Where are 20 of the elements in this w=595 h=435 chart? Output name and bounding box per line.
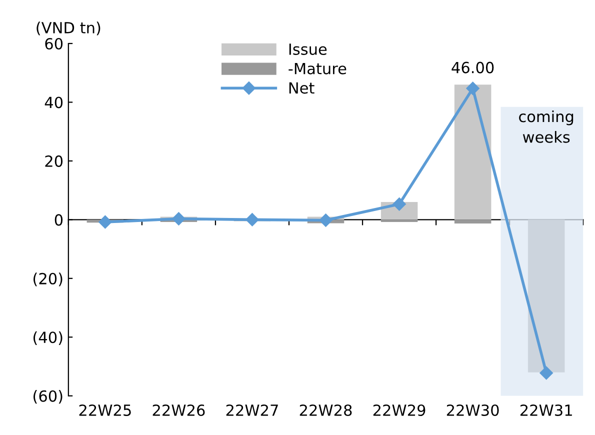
legend-label: -Mature: [288, 62, 346, 74]
x-tick-label: 22W26: [152, 404, 205, 416]
legend-label: Issue: [289, 44, 327, 55]
y-tick-label: 0: [54, 214, 63, 226]
y-tick-label: (60): [34, 390, 62, 404]
x-tick-label: 22W30: [446, 404, 499, 416]
y-tick-label: 60: [45, 38, 63, 50]
x-tick-label: 22W27: [226, 404, 278, 416]
annotation: coming weeks: [519, 110, 574, 143]
x-tick-label: 22W31: [520, 404, 572, 416]
y-tick-label: 20: [45, 155, 63, 167]
data-label: 46.00: [452, 62, 494, 74]
x-tick-label: 22W28: [300, 404, 352, 416]
y-axis-title: (VND tn): [36, 22, 100, 36]
x-tick-label: 22W29: [373, 404, 426, 416]
x-tick-label: 22W25: [79, 404, 131, 416]
legend-label: Net: [289, 82, 314, 94]
y-tick-label: 40: [44, 96, 63, 108]
y-tick-label: (40): [34, 331, 62, 345]
y-tick-label: (20): [34, 272, 62, 286]
